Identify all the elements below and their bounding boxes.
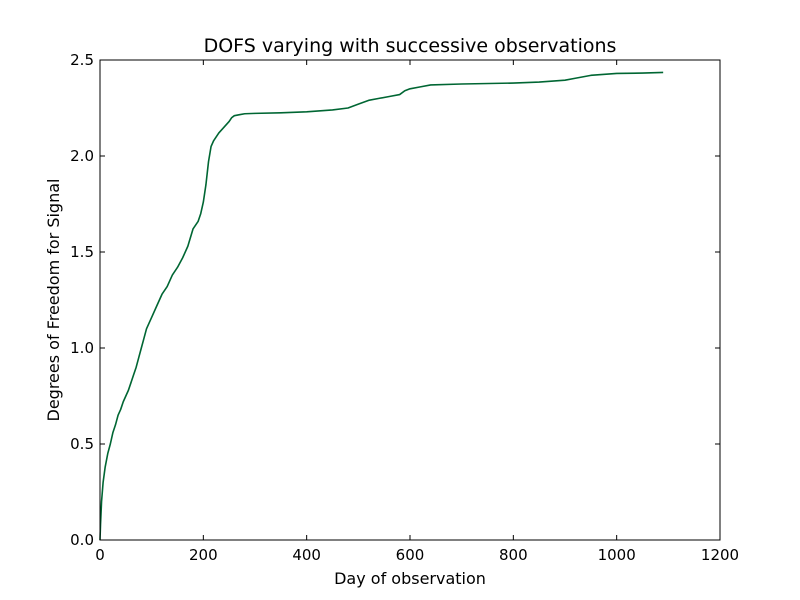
x-tick-label: 200: [189, 546, 218, 564]
y-tick-label: 0.0: [70, 531, 94, 549]
y-axis-ticks: 0.0 0.5 1.0 1.5 2.0 2.5: [70, 51, 720, 549]
x-tick-label: 1200: [701, 546, 739, 564]
x-axis-ticks: 0 200 400 600 800 1000 1200: [95, 60, 739, 564]
x-tick-label: 0: [95, 546, 105, 564]
series-line-dofs: [99, 71, 664, 541]
y-tick-label: 2.0: [70, 147, 94, 165]
y-axis-label: Degrees of Freedom for Signal: [44, 179, 63, 422]
chart-title: DOFS varying with successive observation…: [204, 35, 617, 57]
x-tick-label: 800: [499, 546, 528, 564]
y-tick-label: 1.5: [70, 243, 94, 261]
y-tick-label: 0.5: [70, 435, 94, 453]
x-tick-label: 600: [396, 546, 425, 564]
y-tick-label: 1.0: [70, 339, 94, 357]
x-tick-label: 400: [292, 546, 321, 564]
y-tick-label: 2.5: [70, 51, 94, 69]
x-axis-label: Day of observation: [334, 569, 486, 588]
x-tick-label: 1000: [598, 546, 636, 564]
